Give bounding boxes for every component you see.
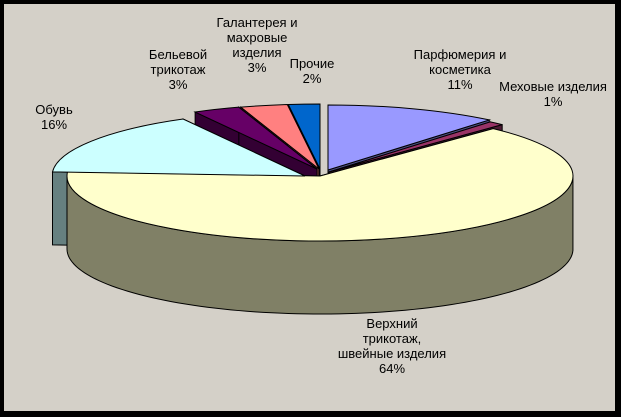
slice-label-4: Бельевой трикотаж 3%: [149, 47, 207, 92]
pie-slice-0: [327, 104, 492, 171]
pie-slice-1: [328, 121, 503, 173]
pie-slice-5: [239, 104, 320, 170]
slice-label-3: Обувь 16%: [35, 102, 73, 132]
slice-label-0: Парфюмерия и косметика 11%: [414, 47, 507, 92]
pie-slice-6: [287, 103, 321, 170]
pie-tops: [51, 103, 574, 242]
pie-slice-3: [51, 118, 306, 177]
slice-label-5: Галантерея и махровые изделия 3%: [217, 15, 298, 75]
pie-labels: Парфюмерия и косметика 11% Меховые изделия 1…: [35, 15, 607, 376]
slice-label-6: Прочие 2%: [290, 56, 335, 86]
pie-chart: Парфюмерия и косметика 11% Меховые изделия 1…: [35, 15, 607, 376]
pie-slice-2: [66, 128, 574, 242]
pie-slice-4: [193, 106, 318, 170]
slice-label-2: Верхний трикотаж, швейные изделия 64%: [338, 316, 446, 376]
chart-frame: Парфюмерия и косметика 11% Меховые изделия 1…: [4, 4, 615, 411]
slice-label-1: Меховые изделия 1%: [499, 79, 607, 109]
